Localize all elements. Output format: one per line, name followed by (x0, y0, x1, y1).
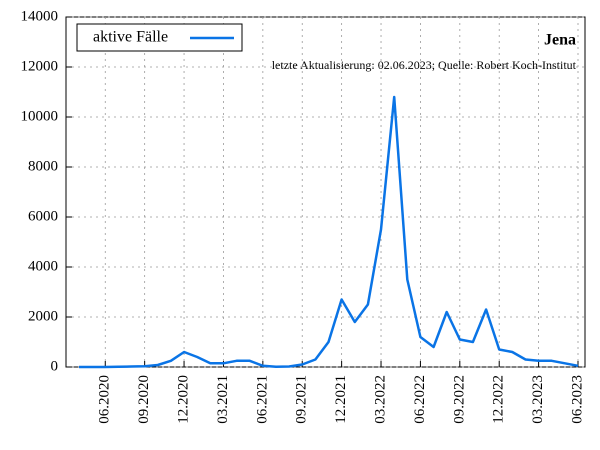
x-tick-label: 03.2021 (215, 375, 231, 424)
y-tick-label: 12000 (21, 58, 59, 74)
chart-title: Jena (544, 32, 576, 49)
y-tick-label: 10000 (21, 108, 59, 124)
x-tick-label: 12.2021 (333, 375, 349, 424)
data-line (79, 95, 579, 369)
x-tick-label: 09.2022 (451, 375, 467, 424)
x-tick-label: 06.2023 (569, 375, 585, 424)
x-tick-label: 03.2022 (372, 375, 388, 424)
x-tick-label: 03.2023 (530, 375, 546, 424)
y-tick-label: 6000 (28, 208, 58, 224)
y-tick-label: 4000 (28, 258, 58, 274)
y-tick-label: 8000 (28, 158, 58, 174)
x-tick-label: 12.2020 (175, 375, 191, 424)
x-tick-label: 06.2021 (254, 375, 270, 424)
x-tick-label: 06.2020 (97, 375, 113, 424)
y-tick-label: 0 (51, 358, 59, 374)
y-tick-label: 14000 (21, 8, 59, 24)
legend-label: aktive Fälle (93, 29, 168, 46)
x-tick-label: 09.2021 (294, 375, 310, 424)
x-tick-label: 06.2022 (412, 375, 428, 424)
x-tick-label: 12.2022 (491, 375, 507, 424)
y-tick-label: 2000 (28, 308, 58, 324)
chart-subtitle: letzte Aktualisierung: 02.06.2023; Quell… (272, 58, 577, 72)
x-tick-label: 09.2020 (136, 375, 152, 424)
